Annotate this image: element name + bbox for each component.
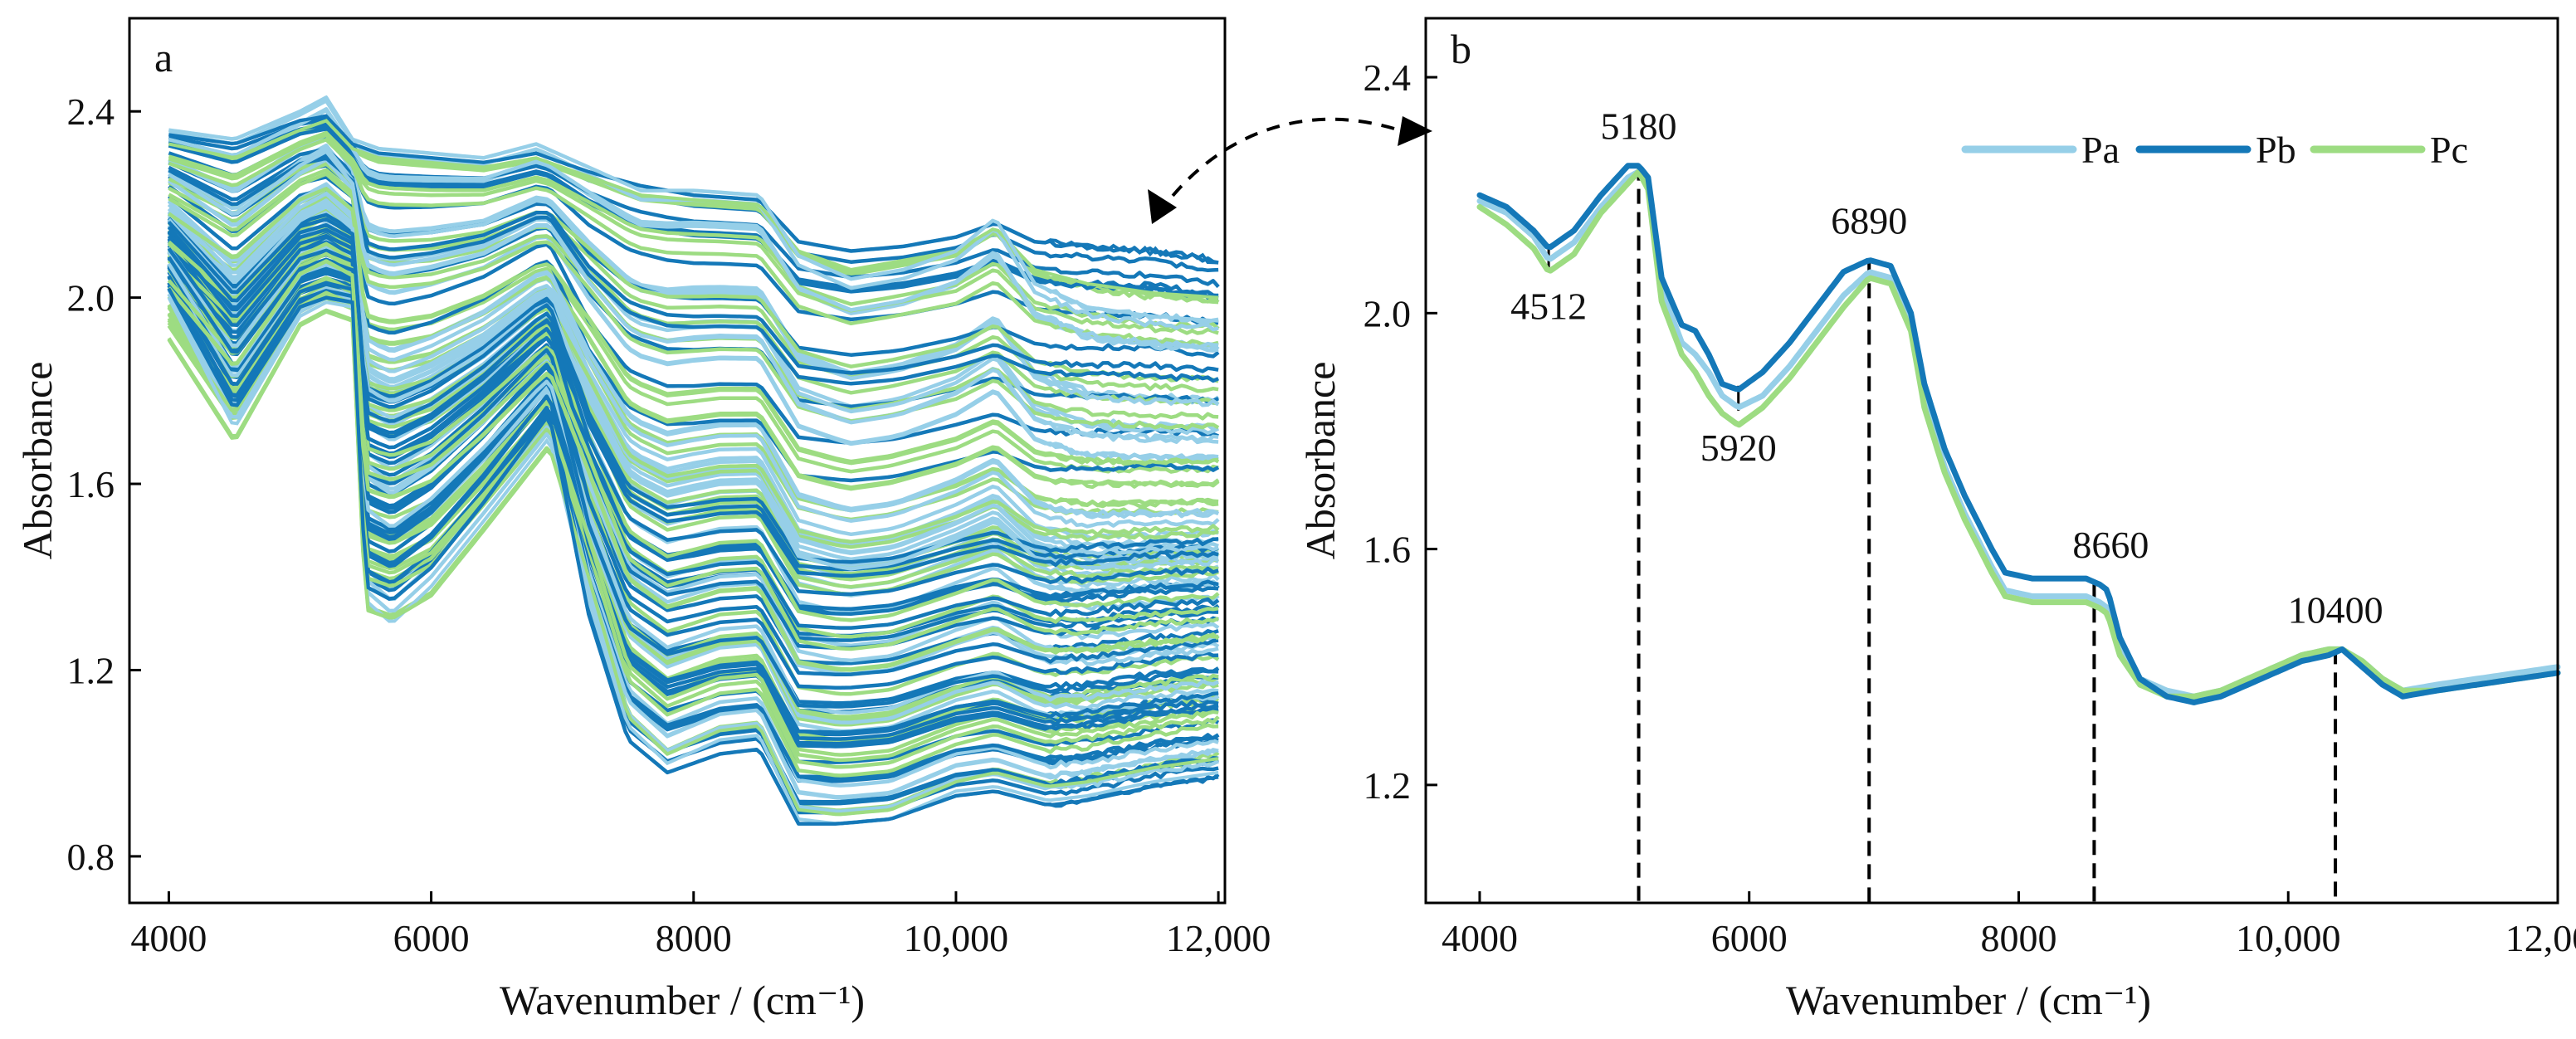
panel-b-frame	[1424, 17, 2559, 905]
panel-a-envelope-pc-lower	[167, 310, 1219, 817]
panel-b-letter: b	[1451, 26, 1471, 72]
panel-a-spectrum-line	[167, 289, 1219, 800]
panel-b-ytick-label: 2.0	[1364, 292, 1412, 334]
panel-a-ytick-label: 2.0	[67, 277, 115, 320]
panel-a-spectrum-line	[167, 240, 1219, 651]
panel-a-letter: a	[154, 34, 173, 80]
panel-a-spectrum-line	[167, 233, 1220, 630]
panel-b-ticks: 4000 6000 8000 10,000 12,000 1.2 1.6 2.0 2.4	[1364, 56, 2576, 959]
panel-a-xlabel-text: Wavenumber / (cm⁻¹)	[500, 977, 865, 1023]
panel-b-xlabel: Wavenumber / (cm⁻¹)	[1786, 977, 2151, 1023]
panel-a-spectrum-line	[167, 227, 1219, 582]
legend-label-pa: Pa	[2081, 129, 2120, 171]
panel-b-legend: Pa Pb Pc	[1961, 129, 2468, 171]
panel-b-xtick-label: 8000	[1980, 917, 2056, 959]
panel-a-ytick-label: 1.2	[67, 649, 115, 691]
panel-b-peak-label: 4512	[1510, 285, 1587, 327]
link-arrow	[1148, 116, 1432, 224]
panel-a-spectrum-line	[168, 137, 1219, 347]
panel-a-ytick-label: 1.6	[67, 463, 115, 505]
panel-a-spectrum-line	[167, 251, 1220, 651]
panel-b-series-pa	[1476, 168, 2561, 700]
panel-a-spectrum-line	[168, 147, 1220, 359]
panel-a-spectrum-line	[168, 158, 1219, 462]
panel-a-frame	[128, 17, 1227, 905]
panel-a-ytick-label: 0.8	[67, 836, 115, 878]
link-arrow-head-left	[1148, 189, 1177, 224]
panel-b-xtick-label: 12,000	[2505, 917, 2576, 959]
panel-b-peak-label: 5920	[1700, 427, 1777, 469]
panel-a-spectrum-line	[167, 241, 1220, 622]
panel-a-envelope-pa-lower	[167, 296, 1219, 826]
panel-b-annotation-labels: 4512 5180 5920 6890 8660 10400	[1510, 105, 2383, 632]
panel-a-xtick-label: 12,000	[1166, 917, 1271, 959]
panel-b-series-group	[1476, 163, 2561, 705]
panel-a-spectrum-line	[167, 247, 1219, 639]
panel-a-spectrum-line	[167, 217, 1219, 578]
panel-a: 4000 6000 8000 10,000 12,0000.81.21.62.02.4 …	[14, 17, 1271, 1023]
panel-a-spectrum-line	[168, 149, 1219, 445]
panel-b-peak-label: 6890	[1831, 199, 1907, 241]
panel-a-spectrum-line	[167, 186, 1220, 529]
link-arrow-curve	[1159, 117, 1395, 213]
panel-a-xtick-label: 4000	[130, 917, 207, 959]
panel-b-annotation-lines	[1547, 165, 2338, 903]
panel-a-spectrum-line	[167, 275, 1220, 779]
panel-a-spectrum-line	[168, 172, 1220, 431]
legend-label-pc: Pc	[2430, 129, 2468, 171]
panel-a-spectrum-line	[168, 187, 1219, 466]
panel-b-peak-label: 10400	[2288, 588, 2383, 631]
panel-a-envelope-pa-upper	[168, 95, 1219, 323]
panel-a-ticks: 4000 6000 8000 10,000 12,000 0.8 1.2 1.6 2.0 2.4	[67, 90, 1271, 959]
panel-b-series-pb	[1476, 163, 2561, 705]
panel-a-envelope-pb-lower	[167, 287, 1219, 826]
panel-a-spectrum-line	[167, 262, 1219, 734]
panel-a-spectrum-line	[167, 256, 1219, 709]
panel-b-ytick-label: 1.2	[1364, 764, 1412, 807]
panel-a-spectrum-line	[167, 222, 1219, 597]
panel-b-ytick-label: 1.6	[1364, 529, 1412, 571]
panel-a-spectrum-line	[167, 212, 1219, 564]
panel-a-spectrum-line	[168, 133, 1219, 335]
panel-b-xtick-label: 10,000	[2236, 917, 2341, 959]
panel-b-xtick-label: 4000	[1442, 917, 1518, 959]
panel-b: 4512 5180 5920 6890 8660 10400 4000 6000 8000 10…	[1297, 17, 2576, 1023]
panel-b-peak-label: 8660	[2072, 524, 2149, 566]
panel-a-spectrum-line	[167, 259, 1220, 671]
legend-label-pb: Pb	[2256, 129, 2296, 171]
panel-a-spectrum-line	[167, 266, 1219, 746]
panel-a-envelope-pc-upper	[168, 119, 1219, 300]
link-arrow-head-right	[1398, 116, 1432, 146]
panel-b-xtick-label: 6000	[1711, 917, 1788, 959]
panel-a-xtick-label: 8000	[656, 917, 732, 959]
panel-b-series-pc	[1476, 169, 2561, 700]
panel-b-ylabel: Absorbance	[1297, 362, 1344, 560]
panel-a-spectrum-line	[167, 247, 1219, 677]
panel-b-peak-label: 5180	[1601, 105, 1677, 148]
panel-a-ytick-label: 2.4	[67, 90, 115, 133]
panel-b-ytick-label: 2.4	[1364, 56, 1412, 99]
panel-a-xlabel: Wavenumber / (cm⁻¹)	[500, 977, 865, 1023]
panel-a-series-group	[167, 95, 1220, 826]
panel-a-xtick-label: 6000	[393, 917, 470, 959]
panel-a-ylabel: Absorbance	[14, 362, 61, 560]
panel-a-xtick-label: 10,000	[904, 917, 1009, 959]
panel-a-envelope-pb-upper	[168, 114, 1219, 265]
